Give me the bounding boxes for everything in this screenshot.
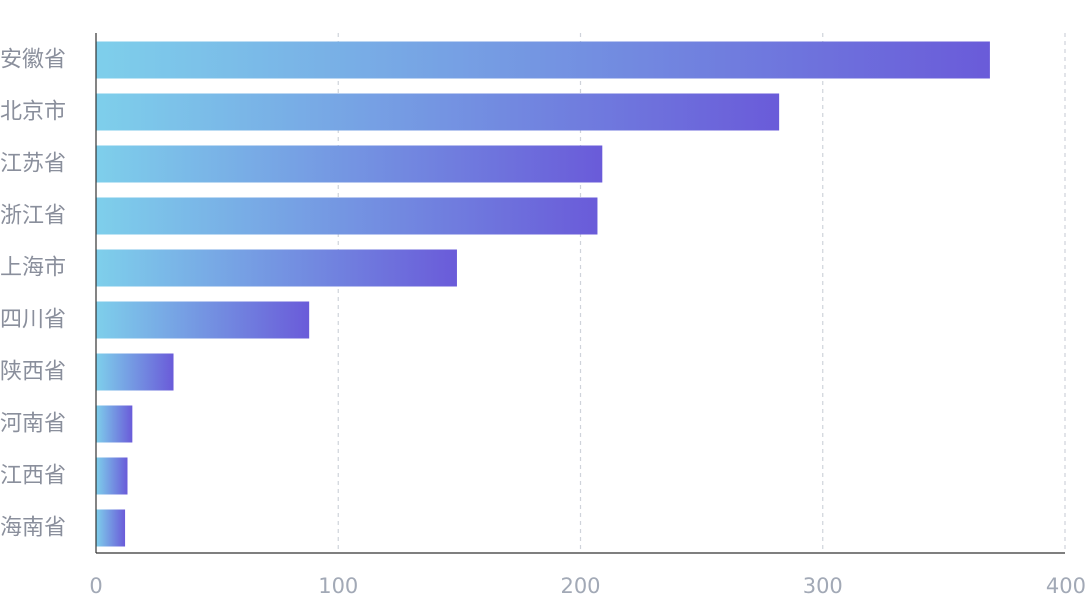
bar-江苏省 [96,145,603,183]
bar-江西省 [96,457,128,495]
category-label: 浙江省 [0,204,66,229]
x-tick-label: 100 [318,574,358,598]
category-label: 河南省 [0,412,66,437]
category-label: 四川省 [0,308,66,333]
bar-四川省 [96,301,310,339]
x-tick-label: 300 [803,574,843,598]
bar-海南省 [96,509,126,547]
x-tick-label: 200 [560,574,600,598]
bar-安徽省 [96,41,990,79]
x-tick-label: 0 [89,574,102,598]
bars [96,41,990,547]
bar-北京市 [96,93,780,131]
axes [95,33,1065,554]
x-tick-label: 400 [1046,574,1086,598]
category-label: 北京市 [0,100,66,125]
category-label: 陕西省 [0,360,66,385]
bar-浙江省 [96,197,598,235]
bar-河南省 [96,405,133,443]
x-tick-labels: 0 100 200 300 400 [89,574,1086,598]
category-label: 江西省 [0,464,66,489]
grid-lines [337,33,1066,553]
category-label: 江苏省 [0,152,66,177]
category-label: 安徽省 [0,48,66,73]
category-label: 上海市 [0,256,66,281]
bar-陕西省 [96,353,174,391]
category-label: 海南省 [0,516,66,541]
bar-上海市 [96,249,457,287]
